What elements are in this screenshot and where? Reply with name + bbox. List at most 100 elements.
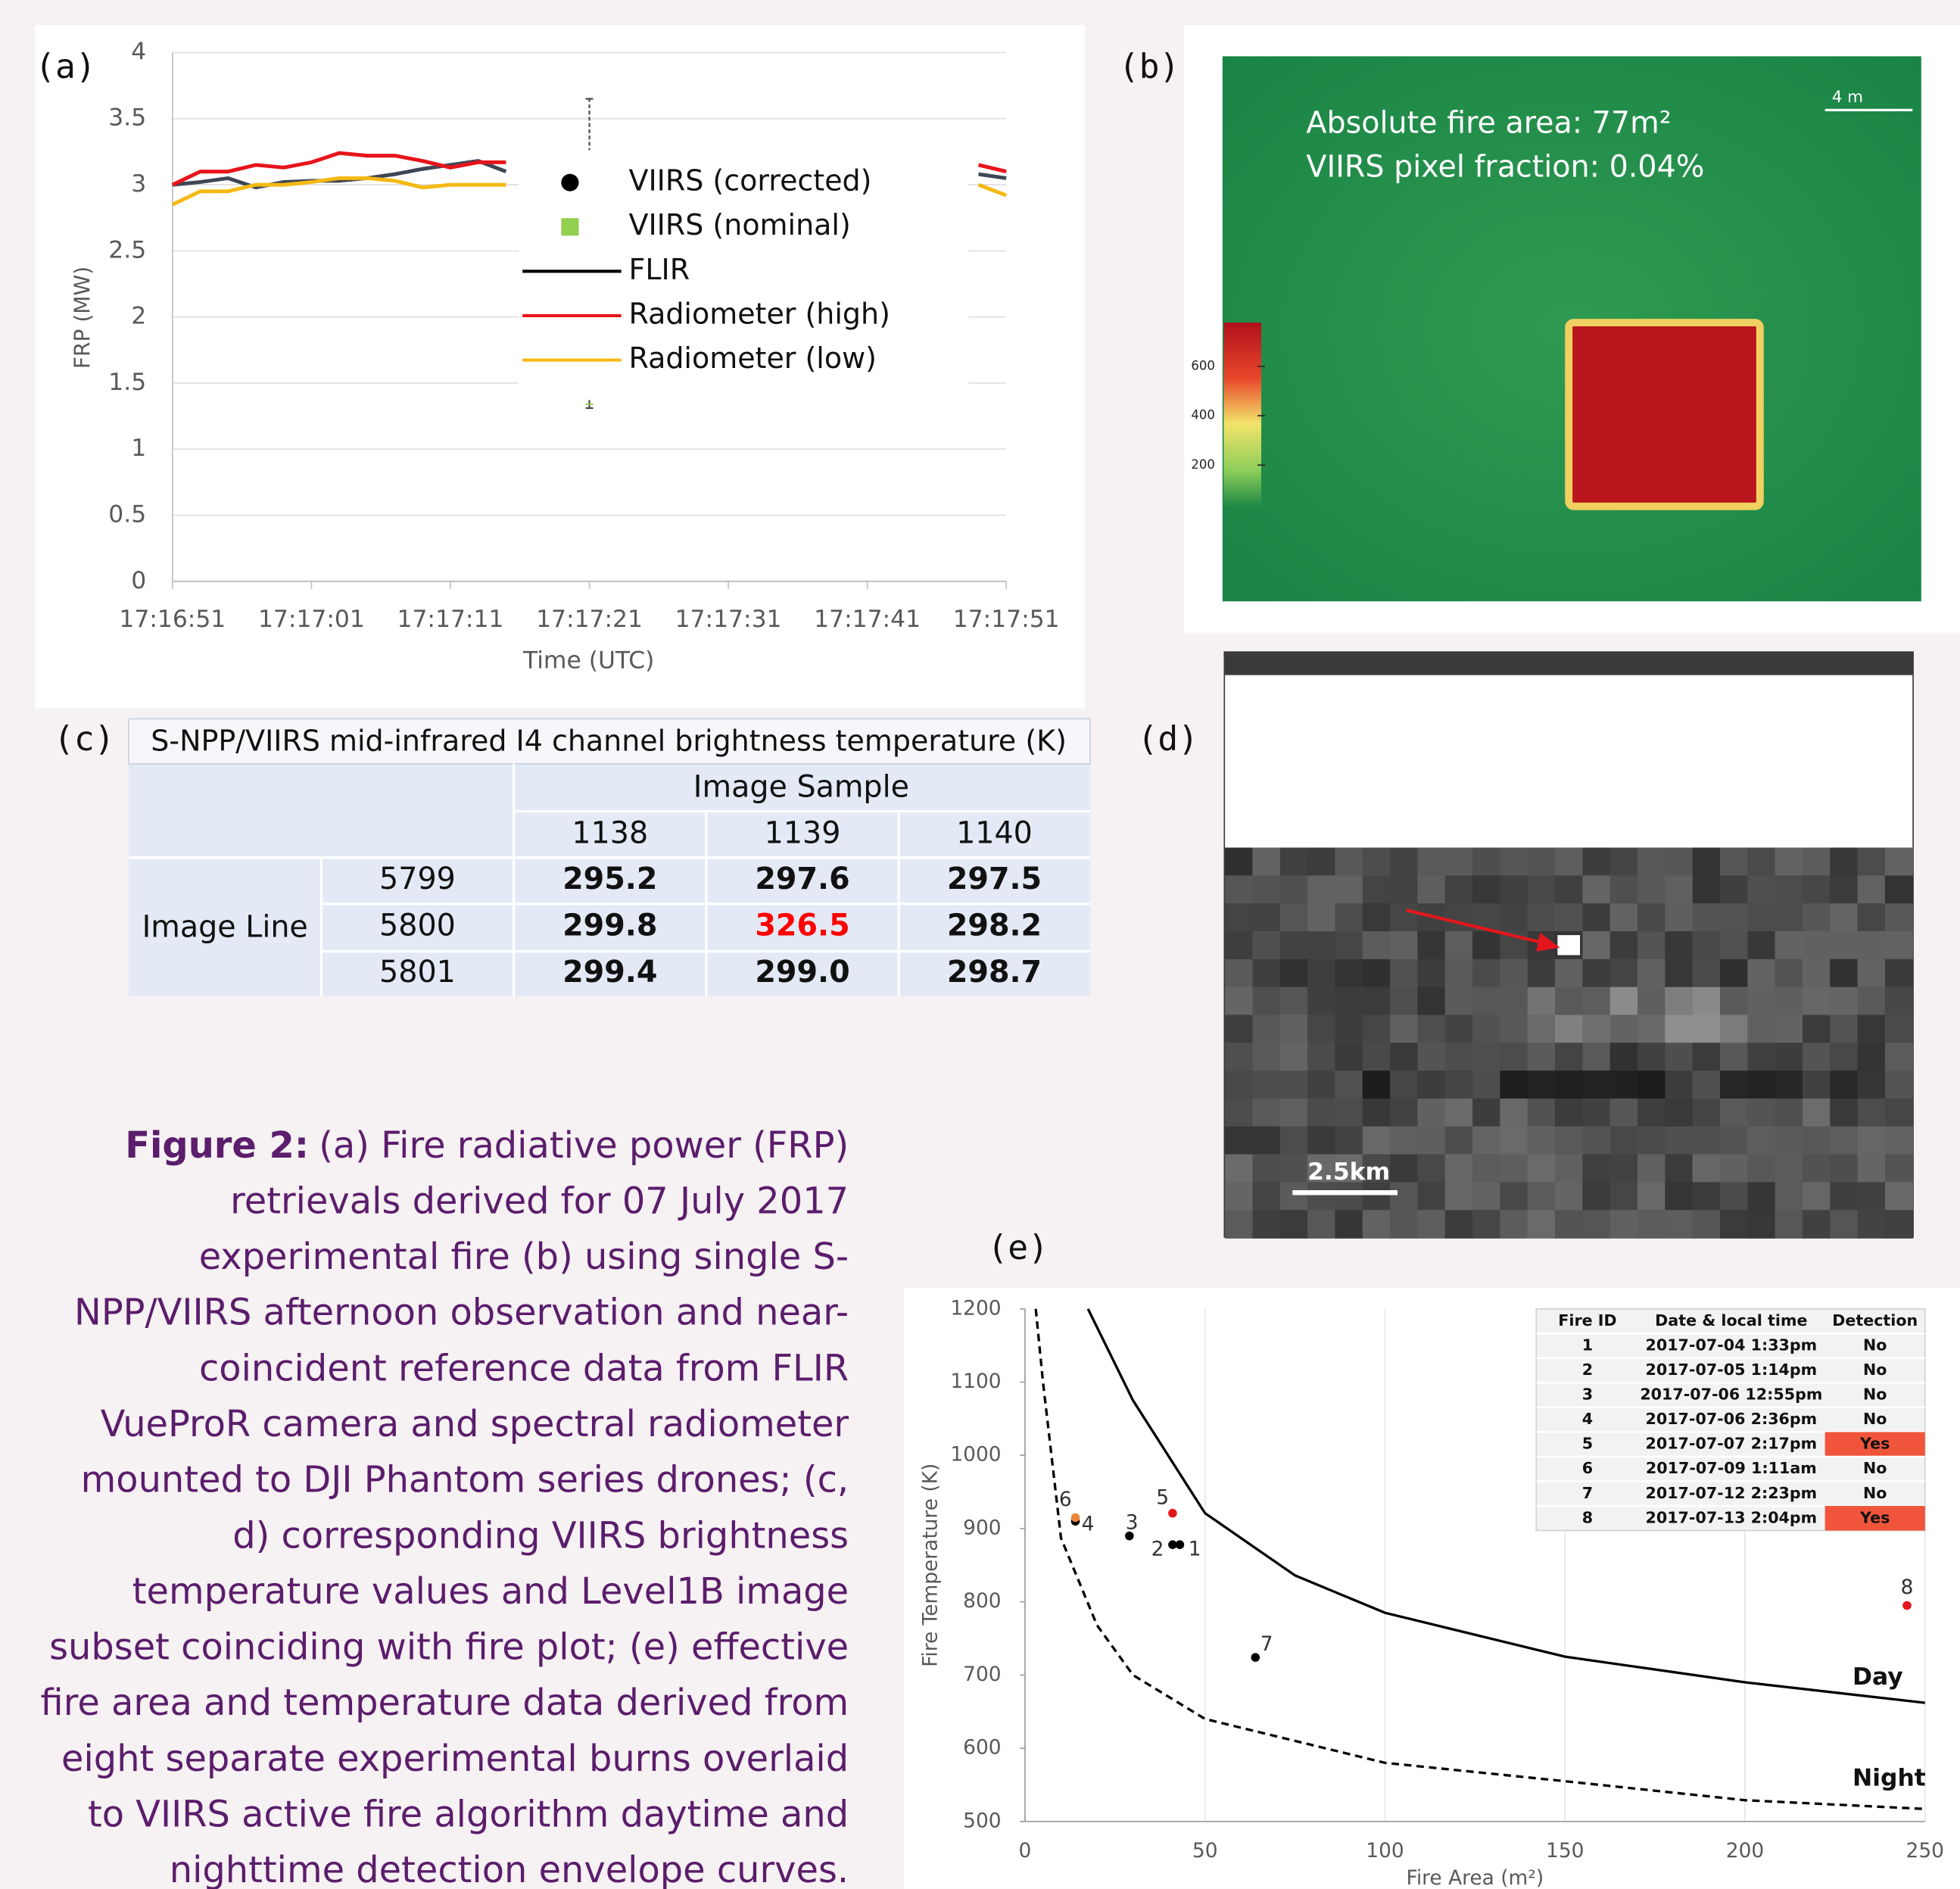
legend-swatch: [561, 173, 579, 192]
image-pixel: [1362, 875, 1391, 905]
image-pixel: [1390, 1043, 1419, 1071]
image-pixel: [1719, 1154, 1749, 1183]
image-pixel: [1637, 1071, 1666, 1099]
image-pixel: [1719, 847, 1749, 877]
image-pixel: [1307, 1098, 1336, 1127]
image-pixel: [1747, 1043, 1776, 1071]
image-pixel: [1527, 987, 1556, 1016]
image-pixel: [1665, 903, 1694, 932]
caption: Figure 2: (a) Fire radiative power (FRP) r…: [41, 1125, 849, 1889]
caption-text: fire area and temperature data derived f…: [41, 1682, 849, 1724]
caption-text: eight separate experimental burns overla…: [61, 1738, 849, 1780]
image-pixel: [1582, 1015, 1611, 1044]
table: S-NPP/VIIRS mid-infrared I4 channel brig…: [128, 718, 1091, 997]
image-pixel: [1362, 1015, 1391, 1044]
image-pixel: [1444, 1154, 1473, 1183]
image-pixel: [1692, 959, 1721, 988]
image-pixel: [1747, 930, 1776, 960]
image-pixel: [1252, 959, 1281, 988]
image-pixel: [1472, 930, 1501, 960]
image-pixel: [1830, 1154, 1859, 1183]
caption-line: experimental fire (b) using single S-: [199, 1236, 849, 1278]
image-pixel: [1802, 959, 1831, 988]
image-pixel: [1555, 1126, 1584, 1155]
image-pixel: [1665, 930, 1694, 960]
satellite-image: 2.5km: [1223, 651, 1914, 1239]
image-pixel: [1417, 1098, 1446, 1127]
image-pixel: [1609, 987, 1638, 1016]
image-pixel: [1637, 847, 1666, 877]
y-tick-label: 2: [131, 303, 146, 330]
image-pixel: [1775, 903, 1803, 932]
image-pixel: [1335, 1071, 1363, 1099]
inset-cell: 7: [1582, 1484, 1593, 1502]
point-label: 1: [1189, 1537, 1201, 1560]
image-pixel: [1609, 847, 1638, 877]
image-pixel: [1582, 1071, 1611, 1099]
image-pixel: [1335, 1015, 1363, 1044]
image-pixel: [1802, 903, 1831, 932]
image-pixel: [1582, 1182, 1611, 1211]
panel-label: (c): [54, 719, 115, 759]
image-pixel: [1747, 987, 1776, 1016]
table-cell: 297.5: [947, 862, 1042, 896]
image-pixel: [1830, 847, 1859, 877]
image-pixel: [1802, 1043, 1831, 1071]
image-pixel: [1472, 1182, 1501, 1211]
arrow-head: [1536, 932, 1560, 952]
y-axis-label: FRP (MW): [70, 267, 95, 369]
image-pixel: [1555, 847, 1584, 877]
image-pixel: [1390, 1182, 1419, 1211]
image-pixel: [1335, 1154, 1363, 1183]
image-pixel: [1279, 1182, 1308, 1211]
image-pixel: [1279, 959, 1308, 988]
image-pixel: [1555, 1098, 1584, 1127]
point-label: 6: [1059, 1488, 1072, 1511]
image-pixel: [1857, 903, 1886, 932]
image-pixel: [1335, 930, 1363, 960]
image-pixel: [1857, 1210, 1886, 1239]
image-pixel: [1362, 1071, 1391, 1099]
inset-highlight: [1824, 1432, 1925, 1457]
x-tick-label: 17:17:51: [953, 606, 1060, 633]
image-pixel: [1444, 847, 1473, 877]
caption-line: temperature values and Level1B image: [132, 1571, 849, 1613]
inset-cell: 2017-07-09 1:11am: [1646, 1459, 1817, 1477]
point-label: 7: [1260, 1632, 1273, 1656]
image-pixel: [1802, 1126, 1831, 1155]
image-pixel: [1527, 1154, 1556, 1183]
x-tick-label: 17:17:01: [258, 606, 365, 633]
caption-line: retrievals derived for 07 July 2017: [230, 1180, 849, 1222]
image-pixel: [1692, 987, 1721, 1016]
x-tick-label: 17:17:11: [397, 606, 504, 633]
image-pixel: [1830, 959, 1859, 988]
column-header: 1139: [765, 816, 841, 851]
image-pixel: [1362, 930, 1391, 960]
image-pixel: [1692, 875, 1721, 905]
caption-text: VueProR camera and spectral radiometer: [101, 1404, 849, 1445]
image-pixel: [1252, 903, 1281, 932]
image-pixel: [1252, 1126, 1281, 1155]
scale-label: 2.5km: [1307, 1158, 1390, 1186]
image-pixel: [1390, 903, 1419, 932]
table-cell: 299.8: [562, 909, 657, 943]
image-pixel: [1609, 959, 1638, 988]
image-pixel: [1555, 903, 1584, 932]
caption-line: Figure 2: (a) Fire radiative power (FRP): [125, 1125, 849, 1167]
image-pixel: [1335, 959, 1363, 988]
image-pixel: [1775, 1182, 1803, 1211]
data-line: [171, 176, 1008, 207]
image-pixel: [1747, 1015, 1776, 1044]
x-tick-label: 0: [1019, 1839, 1032, 1863]
image-pixel: [1417, 1071, 1446, 1099]
inset-cell: 4: [1582, 1410, 1593, 1428]
image-pixel: [1719, 987, 1749, 1016]
image-pixel: [1857, 930, 1886, 960]
image-pixel: [1692, 1210, 1721, 1239]
image-pixel: [1527, 1043, 1556, 1071]
y-tick-label: 3.5: [108, 104, 146, 132]
image-pixel: [1555, 1071, 1584, 1099]
image-pixel: [1775, 847, 1803, 877]
legend-label: VIIRS (nominal): [629, 208, 851, 242]
legend-label: Radiometer (low): [629, 341, 877, 375]
